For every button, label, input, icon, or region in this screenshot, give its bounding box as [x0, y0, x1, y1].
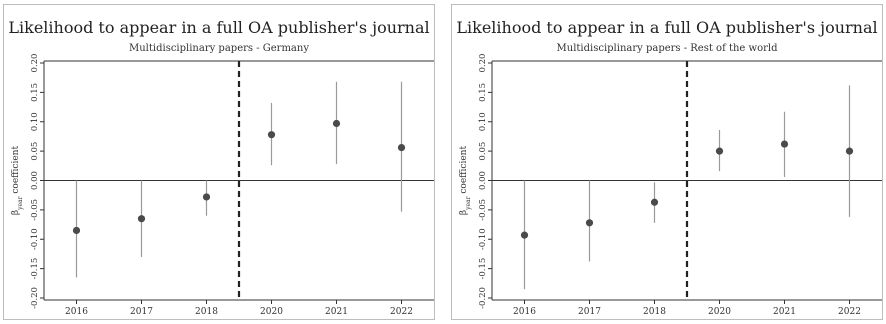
- chart-subtitle: Multidisciplinary papers - Rest of the w…: [557, 43, 779, 54]
- chart-title: Likelihood to appear in a full OA publis…: [456, 18, 877, 37]
- y-tick-label: 0.05: [478, 142, 488, 161]
- x-tick-label: 2017: [130, 307, 153, 317]
- y-tick-label: -0.20: [30, 287, 40, 309]
- y-axis-label-symbol: β: [459, 210, 469, 215]
- x-tick-label: 2017: [578, 307, 601, 317]
- y-tick-label: -0.15: [30, 258, 40, 280]
- y-tick-label: 0.20: [30, 54, 40, 73]
- chart-panel-germany: Likelihood to appear in a full OA publis…: [3, 4, 435, 320]
- y-tick-label: 0.15: [30, 83, 40, 102]
- y-axis-label-symbol: β: [11, 210, 21, 215]
- y-tick-label: 0.05: [30, 142, 40, 161]
- data-point-2022: [845, 147, 854, 155]
- y-tick-label: 0.10: [478, 112, 488, 131]
- chart-subtitle: Multidisciplinary papers - Germany: [129, 43, 309, 54]
- y-tick-label: 0.15: [478, 83, 488, 102]
- x-tick-label: 2022: [838, 307, 861, 317]
- y-axis-label: βyear coefficient: [11, 146, 24, 216]
- y-tick-label: 0.20: [478, 54, 488, 73]
- x-tick-label: 2018: [195, 307, 218, 317]
- data-point-2020: [267, 131, 276, 139]
- data-point-2022: [397, 144, 406, 152]
- y-tick-label: 0.00: [478, 171, 488, 190]
- chart-rest-of-world: Likelihood to appear in a full OA publis…: [456, 18, 882, 317]
- y-tick-label: -0.05: [30, 199, 40, 221]
- y-tick-label: -0.05: [478, 199, 488, 221]
- y-tick-label: 0.00: [30, 171, 40, 190]
- x-tick-label: 2022: [390, 307, 413, 317]
- chart-germany: Likelihood to appear in a full OA publis…: [8, 18, 434, 317]
- y-tick-label: 0.10: [30, 112, 40, 131]
- y-tick-label: -0.15: [478, 258, 488, 280]
- data-point-2017: [585, 219, 594, 227]
- y-axis-label-text: coefficient: [11, 146, 21, 197]
- data-point-2017: [137, 215, 146, 223]
- y-tick-label: -0.20: [478, 287, 488, 309]
- y-axis-label-text: coefficient: [459, 146, 469, 197]
- y-axis-label: βyear coefficient: [459, 146, 472, 216]
- chart-title: Likelihood to appear in a full OA publis…: [8, 18, 429, 37]
- x-tick-label: 2020: [260, 307, 283, 317]
- x-tick-label: 2021: [325, 307, 348, 317]
- y-tick-label: -0.10: [30, 228, 40, 250]
- x-tick-label: 2018: [643, 307, 666, 317]
- data-point-2016: [72, 226, 81, 235]
- data-point-2021: [780, 140, 789, 148]
- data-point-2018: [202, 193, 211, 201]
- y-axis-label-subscript: year: [465, 196, 472, 211]
- data-point-2021: [332, 119, 341, 128]
- y-tick-label: -0.10: [478, 228, 488, 250]
- x-tick-label: 2021: [773, 307, 796, 317]
- x-tick-label: 2020: [708, 307, 731, 317]
- y-axis-label-subscript: year: [17, 196, 24, 211]
- data-point-2018: [650, 198, 659, 206]
- data-point-2016: [520, 231, 529, 239]
- chart-panel-rest-of-world: Likelihood to appear in a full OA publis…: [451, 4, 883, 320]
- data-point-2020: [715, 147, 724, 155]
- x-tick-label: 2016: [65, 307, 88, 317]
- x-tick-label: 2016: [513, 307, 536, 317]
